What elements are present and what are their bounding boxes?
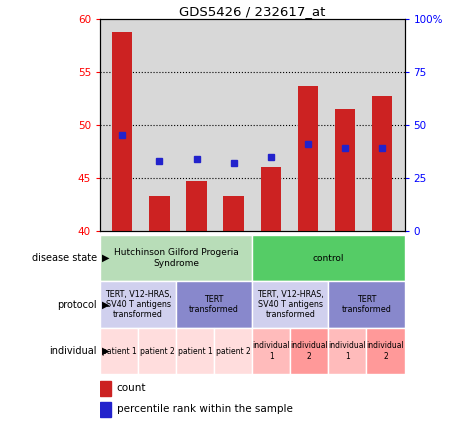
Bar — [224, 196, 244, 231]
Text: count: count — [117, 383, 146, 393]
Bar — [176, 281, 252, 328]
Bar — [100, 402, 111, 417]
Text: individual
2: individual 2 — [291, 341, 328, 361]
Text: percentile rank within the sample: percentile rank within the sample — [117, 404, 292, 415]
Bar — [112, 32, 133, 231]
Text: TERT
transformed: TERT transformed — [189, 295, 239, 314]
Text: patient 1: patient 1 — [178, 346, 213, 356]
Text: Hutchinson Gilford Progeria
Syndrome: Hutchinson Gilford Progeria Syndrome — [114, 248, 239, 268]
Bar — [252, 235, 405, 281]
Bar — [214, 328, 252, 374]
Bar — [100, 328, 138, 374]
Bar — [100, 281, 176, 328]
Bar — [260, 167, 281, 231]
Bar — [298, 85, 318, 231]
Text: protocol: protocol — [57, 299, 97, 310]
Bar — [252, 281, 328, 328]
Bar — [100, 235, 252, 281]
Bar — [138, 328, 176, 374]
Text: individual: individual — [49, 346, 97, 356]
Text: patient 2: patient 2 — [140, 346, 174, 356]
Title: GDS5426 / 232617_at: GDS5426 / 232617_at — [179, 5, 326, 18]
Bar — [328, 281, 405, 328]
Bar — [149, 196, 170, 231]
Text: disease state: disease state — [32, 253, 97, 263]
Text: TERT, V12-HRAS,
SV40 T antigens
transformed: TERT, V12-HRAS, SV40 T antigens transfor… — [257, 290, 324, 319]
Bar — [335, 109, 355, 231]
Text: ▶: ▶ — [101, 253, 109, 263]
Bar — [176, 328, 214, 374]
Bar — [100, 381, 111, 396]
Text: TERT
transformed: TERT transformed — [341, 295, 392, 314]
Text: individual
1: individual 1 — [329, 341, 366, 361]
Text: individual
1: individual 1 — [252, 341, 290, 361]
Text: individual
2: individual 2 — [366, 341, 405, 361]
Text: ▶: ▶ — [101, 346, 109, 356]
Bar — [372, 96, 392, 231]
Bar — [366, 328, 405, 374]
Text: ▶: ▶ — [101, 299, 109, 310]
Text: patient 1: patient 1 — [102, 346, 136, 356]
Bar — [290, 328, 328, 374]
Text: control: control — [312, 253, 344, 263]
Text: TERT, V12-HRAS,
SV40 T antigens
transformed: TERT, V12-HRAS, SV40 T antigens transfor… — [105, 290, 172, 319]
Bar — [328, 328, 366, 374]
Bar — [186, 181, 207, 231]
Text: patient 2: patient 2 — [216, 346, 251, 356]
Bar — [252, 328, 290, 374]
